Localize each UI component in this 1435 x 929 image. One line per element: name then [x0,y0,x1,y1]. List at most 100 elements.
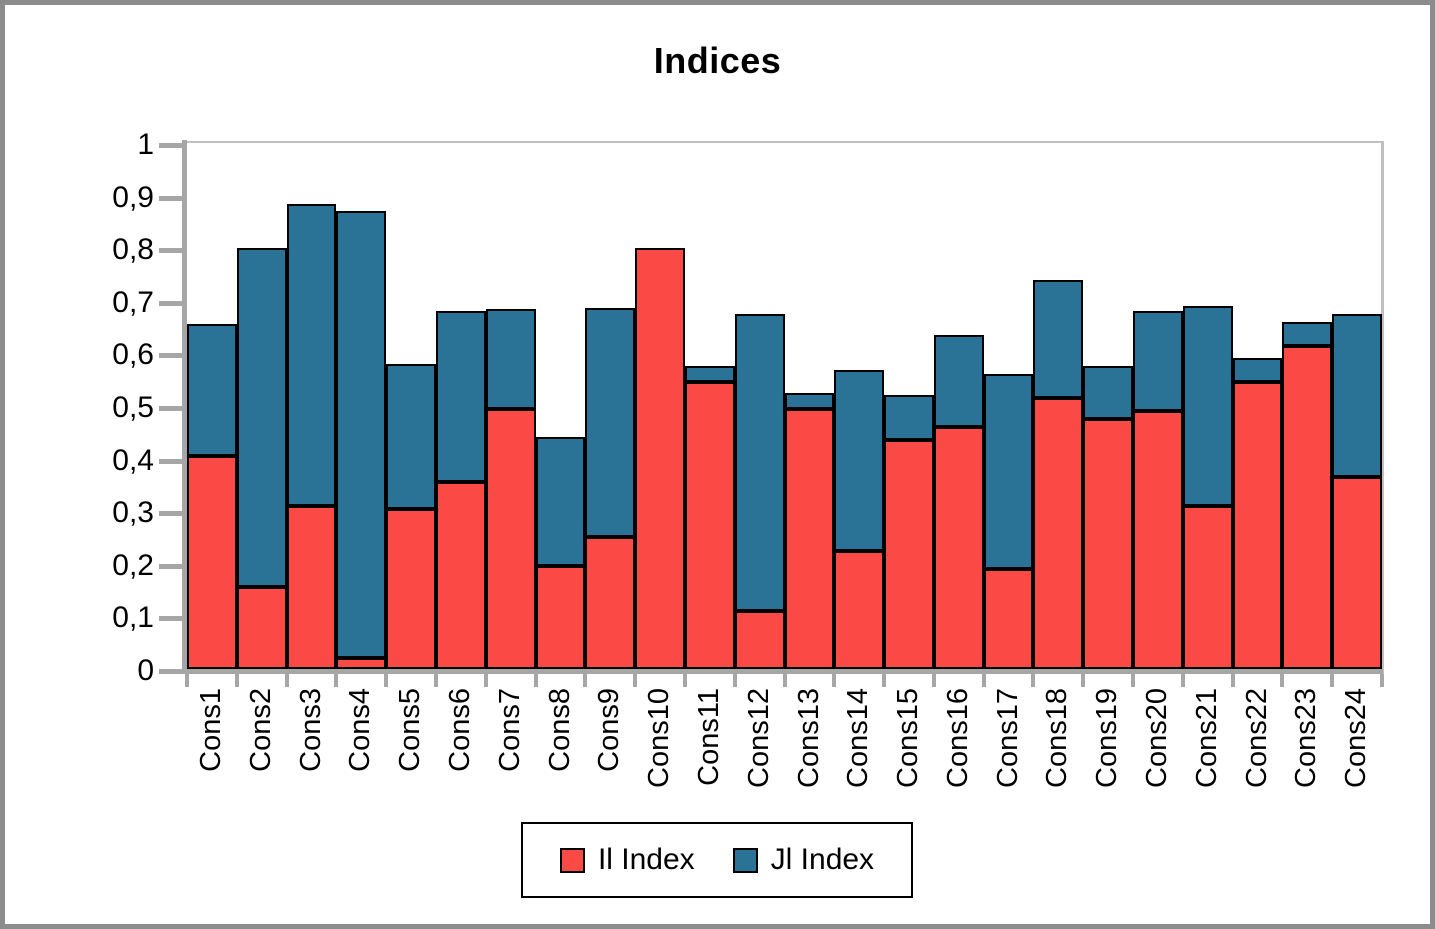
y-axis-tick [159,196,182,201]
bar-segment-jl-cons12 [735,314,785,611]
legend-swatch-il [559,847,585,873]
bar-segment-jl-cons21 [1183,306,1233,506]
bar-segment-il-cons3 [287,506,336,669]
y-tick-label: 0,4 [112,444,154,477]
x-category-label: Cons20 [1141,688,1173,788]
y-axis-tick [159,564,182,569]
x-axis-tick [285,674,289,687]
x-axis-tick [1031,674,1035,687]
x-category-label: Cons4 [344,688,376,772]
x-category-label: Cons2 [245,688,277,772]
x-axis-tick [832,674,836,687]
x-category-label: Cons12 [743,688,775,788]
x-axis-tick [534,674,538,687]
x-axis-tick [1330,674,1334,687]
bar-segment-il-cons14 [834,551,884,669]
bar-segment-il-cons12 [735,611,785,669]
y-axis-tick [159,669,182,674]
x-axis-tick [733,674,737,687]
bar-segment-jl-cons9 [585,308,635,537]
y-axis-tick [159,143,182,148]
x-category-label: Cons16 [942,688,974,788]
bar-segment-il-cons10 [635,248,685,669]
bar-segment-jl-cons22 [1233,358,1282,382]
y-axis-tick [159,353,182,358]
x-axis-tick [235,674,239,687]
x-category-label: Cons13 [793,688,825,788]
plot-border-right [1381,141,1384,674]
bar-segment-jl-cons15 [884,395,934,440]
x-axis-tick [683,674,687,687]
bar-segment-il-cons13 [785,409,834,669]
x-axis-tick [1131,674,1135,687]
x-category-label: Cons3 [295,688,327,772]
bar-segment-jl-cons4 [336,211,386,658]
bar-segment-jl-cons1 [187,324,237,456]
legend-item-jl: Jl Index [732,843,874,877]
x-category-label: Cons9 [593,688,625,772]
y-axis-tick [159,248,182,253]
x-category-label: Cons23 [1290,688,1322,788]
x-axis-tick [334,674,338,687]
x-category-label: Cons18 [1041,688,1073,788]
x-category-label: Cons17 [992,688,1024,788]
x-category-label: Cons14 [842,688,874,788]
y-tick-label: 0,3 [112,496,154,529]
bar-segment-il-cons21 [1183,506,1233,669]
bar-segment-il-cons6 [436,482,486,669]
y-tick-label: 0,2 [112,549,154,582]
y-tick-label: 0,9 [112,181,154,214]
legend-swatch-jl [732,847,758,873]
bar-segment-jl-cons11 [685,366,735,382]
y-axis-line [182,140,187,674]
bar-segment-il-cons5 [386,509,436,669]
y-axis-tick [159,616,182,621]
x-axis-tick [1380,674,1384,687]
bar-segment-il-cons15 [884,440,934,669]
bar-segment-jl-cons2 [237,248,287,587]
bar-segment-il-cons11 [685,382,735,669]
x-axis-tick [1181,674,1185,687]
bar-segment-jl-cons23 [1282,322,1332,346]
bar-segment-il-cons16 [934,427,984,669]
x-axis-tick [583,674,587,687]
bar-segment-il-cons23 [1282,346,1332,669]
y-tick-label: 0,8 [112,233,154,266]
x-category-label: Cons5 [394,688,426,772]
y-tick-label: 0,6 [112,338,154,371]
bar-segment-jl-cons16 [934,335,984,427]
bar-segment-jl-cons17 [984,374,1033,569]
bar-segment-jl-cons14 [834,370,884,551]
bar-segment-il-cons24 [1332,477,1382,669]
bar-segment-jl-cons19 [1083,366,1133,419]
x-category-label: Cons10 [643,688,675,788]
legend-item-il: Il Index [559,843,695,877]
x-category-label: Cons24 [1340,688,1372,788]
x-axis-tick [434,674,438,687]
x-category-label: Cons19 [1091,688,1123,788]
y-axis-tick [159,301,182,306]
bar-segment-il-cons1 [187,456,237,669]
bar-segment-jl-cons3 [287,204,336,506]
x-axis-tick [882,674,886,687]
x-category-label: Cons8 [544,688,576,772]
x-axis-line [182,669,1383,674]
bar-segment-jl-cons20 [1133,311,1183,411]
x-category-label: Cons15 [892,688,924,788]
bar-segment-il-cons20 [1133,411,1183,669]
bar-segment-jl-cons5 [386,364,436,509]
bar-segment-il-cons4 [336,658,386,669]
bar-segment-il-cons8 [536,566,585,669]
bar-segment-jl-cons6 [436,311,486,482]
x-axis-tick [633,674,637,687]
y-tick-label: 0,1 [112,601,154,634]
y-tick-label: 0 [137,654,154,687]
bar-segment-jl-cons24 [1332,314,1382,477]
bar-segment-jl-cons13 [785,393,834,409]
x-axis-tick [783,674,787,687]
legend-label-il: Il Index [597,843,695,876]
x-axis-tick [1081,674,1085,687]
bar-segment-il-cons19 [1083,419,1133,669]
x-axis-tick [982,674,986,687]
y-axis-tick [159,459,182,464]
